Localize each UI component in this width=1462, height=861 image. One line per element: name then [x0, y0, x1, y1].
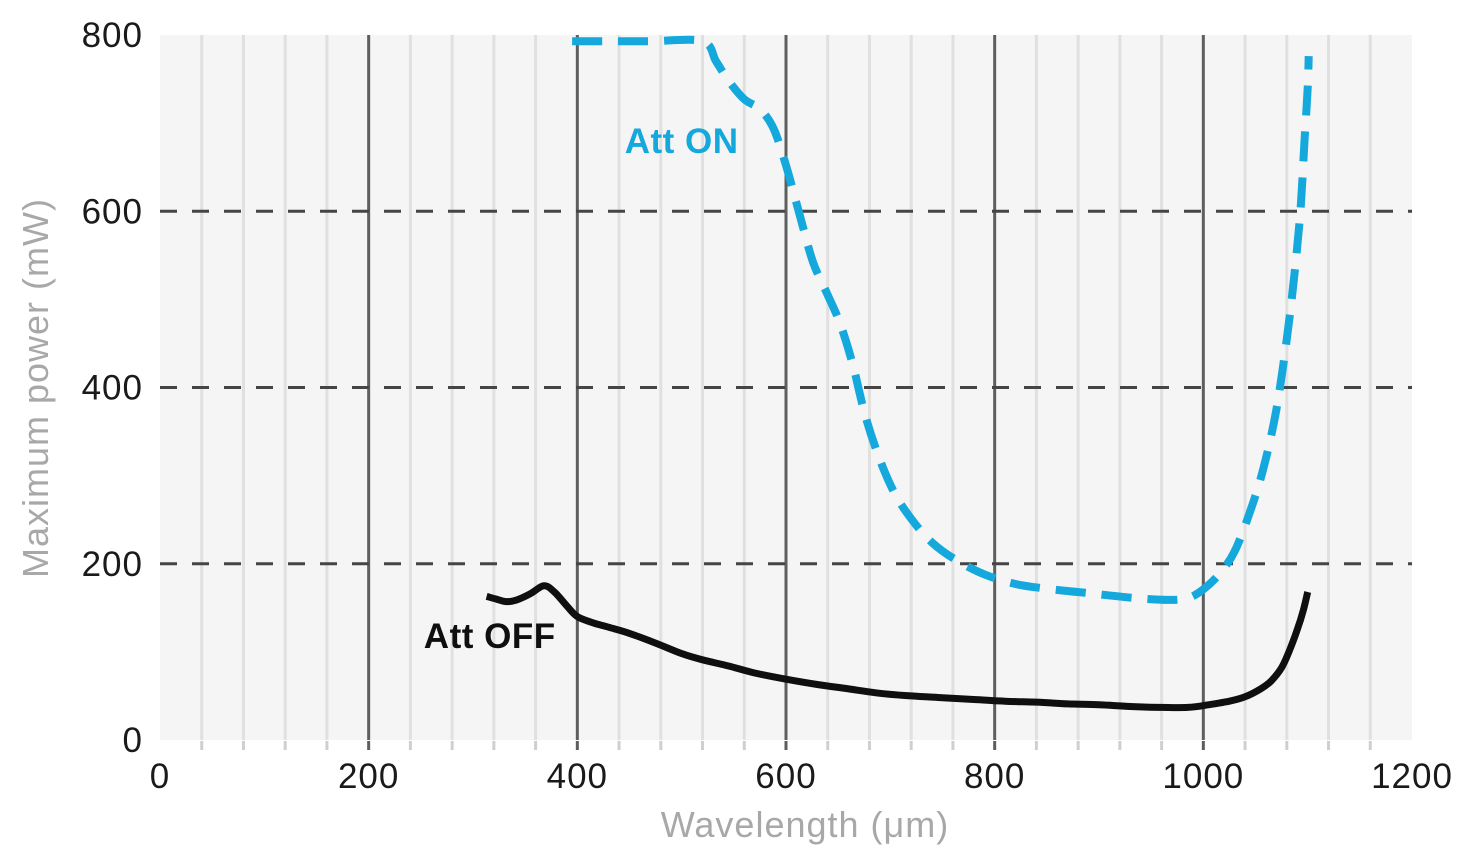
x-tick-label: 200 [338, 757, 399, 796]
att-on-curve [572, 35, 1313, 604]
x-tick-label: 800 [964, 757, 1025, 796]
x-tick-label: 0 [150, 757, 170, 796]
x-tick-label: 1200 [1371, 757, 1453, 796]
att-off-curve [485, 582, 1312, 712]
x-axis-title: Wavelength (μm) [660, 804, 950, 845]
y-tick-label: 200 [82, 545, 143, 584]
y-tick-label: 400 [82, 369, 143, 408]
x-tick-label: 1000 [1162, 757, 1244, 796]
x-tick-label: 600 [755, 757, 816, 796]
y-tick-label: 800 [82, 16, 143, 55]
x-tick-label: 400 [547, 757, 608, 796]
series-label-att-off: Att OFF [423, 616, 556, 656]
y-axis-title: Maximum power (mW) [15, 197, 56, 579]
y-tick-label: 0 [123, 721, 143, 760]
y-tick-label: 600 [82, 192, 143, 231]
series-label-att-on: Att ON [624, 121, 739, 161]
